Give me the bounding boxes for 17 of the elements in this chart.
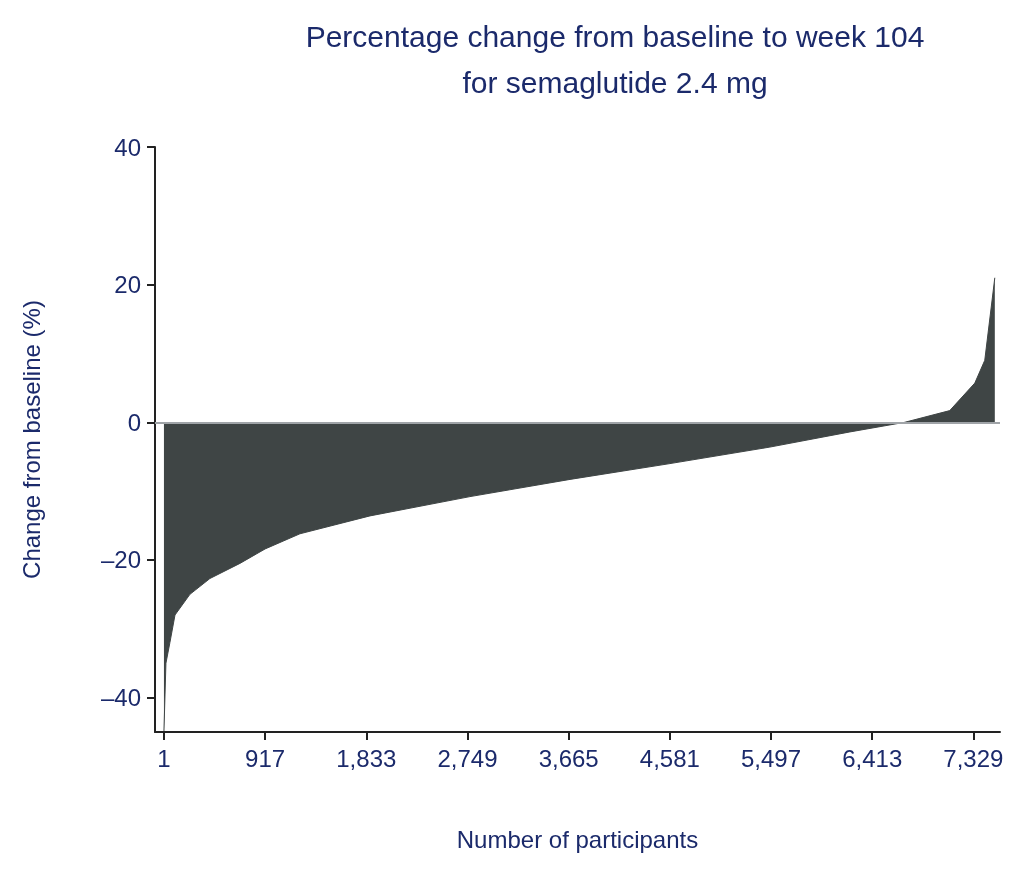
y-tick-label: –40 bbox=[100, 684, 141, 712]
x-tick-label: 2,749 bbox=[437, 744, 498, 772]
y-tick-label: 40 bbox=[114, 133, 141, 161]
x-tick-label: 4,581 bbox=[639, 744, 700, 772]
x-tick-label: 6,413 bbox=[842, 744, 903, 772]
x-axis-title: Number of participants bbox=[456, 825, 699, 853]
x-tick-label: 7,329 bbox=[943, 744, 1004, 772]
y-tick-label: 20 bbox=[114, 271, 141, 299]
y-axis-title: Change from baseline (%) bbox=[17, 300, 45, 579]
x-tick-label: 1 bbox=[157, 744, 171, 772]
x-tick-label: 1,833 bbox=[336, 744, 397, 772]
x-tick-label: 5,497 bbox=[740, 744, 802, 772]
y-tick-label: 0 bbox=[127, 408, 141, 436]
y-tick-label: –20 bbox=[100, 546, 141, 574]
chart-title: Percentage change from baseline to week 104 for semaglutide 2.4 mg bbox=[305, 19, 925, 99]
x-tick-label: 3,665 bbox=[538, 744, 599, 772]
x-tick-label: 917 bbox=[245, 744, 286, 772]
